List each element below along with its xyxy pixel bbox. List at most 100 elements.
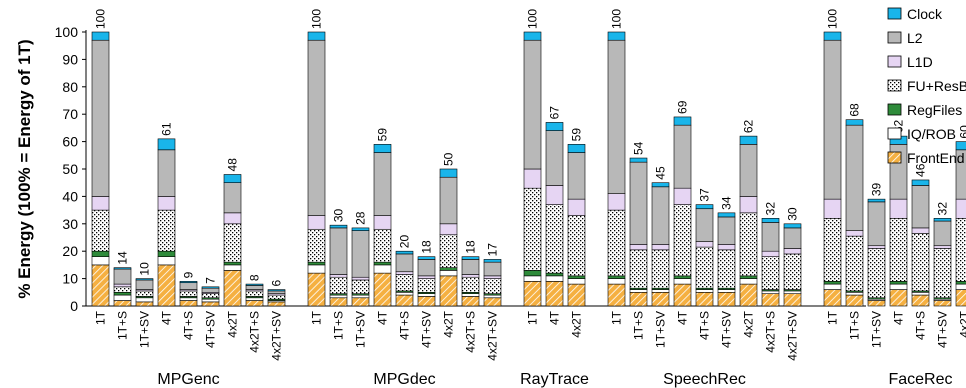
bar-segment-l1d (739, 196, 758, 214)
bar-segment-clock (439, 168, 458, 178)
x-tick-label: 4x2T+SV (270, 311, 284, 361)
legend-swatch (887, 79, 902, 92)
x-tick-label: 1T+SV (654, 311, 668, 348)
bar-segment-l2 (245, 285, 264, 290)
x-tick-label: 4x2T (442, 310, 456, 337)
bar-segment-l1d (351, 276, 370, 281)
bar-segment-clock (823, 31, 842, 41)
bar-segment-clock (673, 116, 692, 126)
x-tick-label: 4T+SV (720, 311, 734, 348)
bar-segment-fu-resbus (761, 256, 780, 290)
x-tick-label: 4T+S (182, 311, 196, 340)
bar-segment-l1d (223, 212, 242, 225)
bar-segment-fu-resbus (545, 204, 564, 274)
bar-segment-clock (867, 198, 886, 203)
bar-segment-fu-resbus (267, 294, 286, 300)
bar-segment-l2 (607, 39, 626, 194)
bar-segment-frontend (607, 283, 626, 307)
bar-segment-l2 (483, 261, 502, 277)
bar-segment-fu-resbus (329, 276, 348, 294)
bar-segment-frontend (845, 294, 864, 307)
bar-segment-l2 (761, 222, 780, 252)
x-tick-label: 1T+S (332, 311, 346, 340)
bar-segment-iq-rob (955, 283, 966, 290)
bar-segment-l1d (523, 168, 542, 189)
bar-segment-l2 (373, 152, 392, 216)
bar-segment-l2 (461, 259, 480, 275)
bar-total-label: 100 (826, 9, 840, 29)
bar-segment-frontend (651, 291, 670, 307)
x-tick-label: 4T (376, 310, 390, 325)
bar-segment-fu-resbus (629, 249, 648, 289)
x-tick-label: 4x2T+SV (486, 311, 500, 361)
bar-segment-l2 (823, 39, 842, 200)
bar-segment-frontend (545, 281, 564, 307)
bar-total-label: 68 (848, 103, 862, 117)
y-tick-label: 40 (62, 188, 78, 204)
bar-segment-frontend (223, 270, 242, 307)
bar-segment-iq-rob (783, 290, 802, 294)
x-tick-label: 4T+SV (204, 311, 218, 348)
bar-segment-fu-resbus (245, 290, 264, 297)
bar-segment-l1d (607, 193, 626, 211)
bar-segment-frontend (567, 283, 586, 307)
bar-segment-fu-resbus (113, 286, 132, 293)
bar-segment-l2 (329, 227, 348, 275)
bar-segment-l1d (417, 275, 436, 279)
bar-segment-fu-resbus (483, 278, 502, 294)
bar-segment-l2 (933, 220, 952, 247)
y-tick-label: 70 (62, 106, 78, 122)
bar-segment-fu-resbus (845, 235, 864, 292)
bar-total-label: 8 (248, 274, 262, 281)
bar-total-label: 30 (332, 208, 346, 222)
bar-segment-clock (329, 224, 348, 229)
bar-segment-l2 (845, 124, 864, 231)
x-tick-label: 4T (548, 310, 562, 325)
bar-total-label: 45 (654, 166, 668, 180)
bar-segment-l1d (91, 196, 110, 211)
bar-total-label: 100 (310, 9, 324, 29)
bar-segment-frontend (307, 272, 326, 307)
legend-swatch (887, 127, 902, 140)
bar-segment-l2 (157, 149, 176, 197)
bar-segment-iq-rob (523, 275, 542, 282)
bar-segment-clock (373, 144, 392, 153)
x-tick-label: 1T (826, 310, 840, 325)
bar-segment-clock (113, 267, 132, 270)
bar-total-label: 18 (464, 240, 478, 254)
bar-segment-l1d (933, 245, 952, 249)
x-tick-label: 4x2T (570, 310, 584, 337)
bar-segment-frontend (523, 281, 542, 307)
bar-segment-clock (157, 138, 176, 151)
bar-segment-fu-resbus (651, 249, 670, 289)
bar-segment-frontend (461, 296, 480, 307)
bar-segment-l1d (395, 271, 414, 275)
bar-segment-regfiles (523, 270, 542, 277)
x-tick-label: 4x2T+S (464, 311, 478, 353)
bar-total-label: 50 (442, 152, 456, 166)
bar-segment-clock (523, 31, 542, 41)
bar-segment-l2 (91, 39, 110, 197)
bar-segment-regfiles (91, 250, 110, 257)
legend-label: RegFiles (907, 102, 962, 118)
bar-segment-fu-resbus (695, 246, 714, 289)
bar-segment-l1d (373, 215, 392, 230)
legend-swatch (887, 103, 902, 116)
bar-segment-iq-rob (739, 278, 758, 285)
bar-segment-fu-resbus (417, 278, 436, 293)
bar-segment-l1d (867, 245, 886, 249)
bar-segment-frontend (911, 294, 930, 307)
bar-segment-l2 (651, 186, 670, 245)
x-tick-label: 4T (676, 310, 690, 325)
bar-total-label: 48 (226, 158, 240, 172)
bar-segment-fu-resbus (223, 223, 242, 263)
x-tick-label: 1T+S (848, 311, 862, 340)
x-tick-label: 1T (526, 310, 540, 325)
bar-total-label: 34 (720, 196, 734, 210)
bar-segment-l1d (157, 196, 176, 211)
bar-total-label: 69 (676, 100, 690, 114)
bar-total-label: 46 (914, 163, 928, 177)
bar-total-label: 28 (354, 211, 368, 225)
legend-swatch (887, 7, 902, 20)
bar-segment-l2 (673, 124, 692, 189)
